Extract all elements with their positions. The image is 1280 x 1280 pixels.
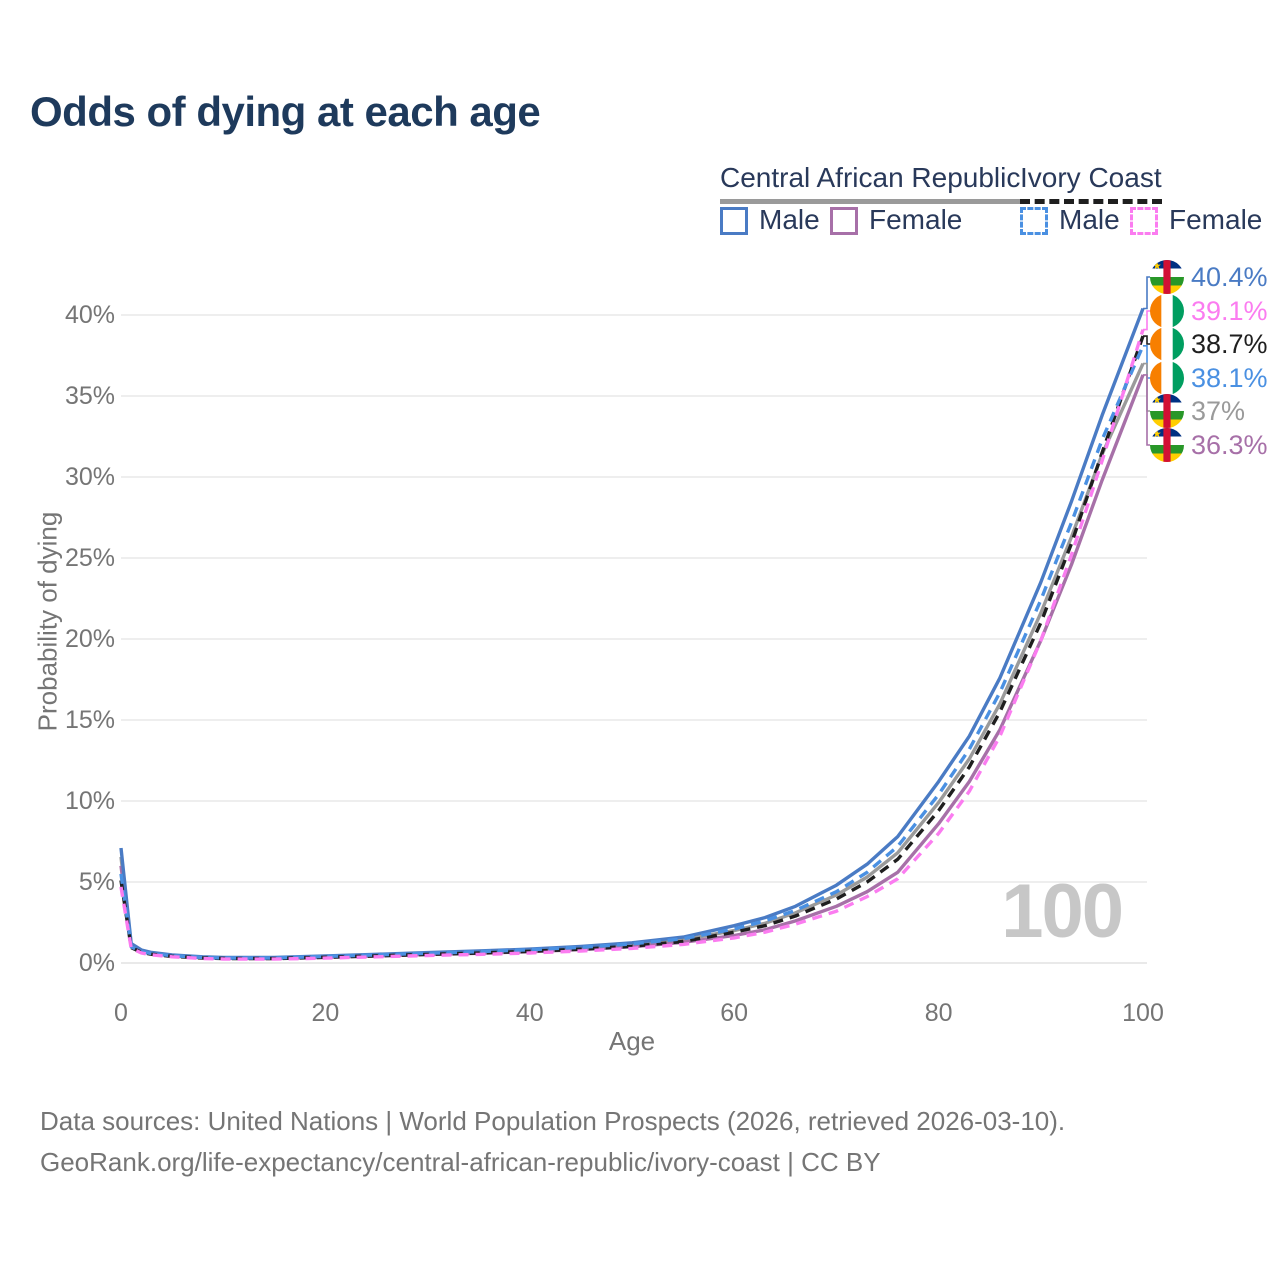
legend-swatch-ivory-coast-male-icon[interactable] — [1020, 207, 1048, 235]
y-tick-label: 25% — [64, 544, 115, 572]
end-label-row-car_male: 40.4% — [1150, 260, 1268, 294]
y-tick-label: 10% — [64, 787, 115, 815]
end-label-connector-ic_all — [1143, 335, 1151, 345]
legend-label-car-female[interactable]: Female — [869, 204, 963, 235]
y-tick-label: 5% — [78, 868, 115, 896]
end-label-value: 38.1% — [1191, 362, 1268, 393]
series-line-car_all — [119, 362, 1145, 960]
x-tick-label: 40 — [515, 999, 544, 1027]
y-tick-label: 15% — [64, 706, 115, 734]
x-tick-label: 20 — [311, 999, 340, 1027]
x-axis-title: Age — [608, 1026, 656, 1056]
legend-swatch-car-male-icon[interactable] — [720, 207, 748, 235]
end-label-connector-car_female — [1143, 374, 1151, 446]
x-tick-label: 0 — [114, 999, 128, 1027]
central-african-republic-flag-icon — [1150, 260, 1184, 294]
legend-group-central-african-republic[interactable]: Central African Republic — [720, 162, 1021, 204]
end-label-row-ic_all: 38.7% — [1150, 327, 1268, 361]
ivory-coast-flag-icon — [1150, 361, 1184, 395]
central-african-republic-flag-icon — [1150, 428, 1184, 462]
legend-swatch-car-female-icon[interactable] — [830, 207, 858, 235]
end-label-connector-car_male — [1143, 276, 1151, 310]
end-label-connector-ic_male — [1143, 345, 1151, 379]
end-label-value: 37% — [1191, 395, 1246, 426]
end-label-connector-ic_female — [1143, 310, 1151, 331]
legend-swatch-ivory-coast-female-icon[interactable] — [1130, 207, 1158, 235]
central-african-republic-flag-icon — [1150, 394, 1184, 428]
series-line-ic_all — [119, 335, 1145, 961]
legend-label-ivory-coast-female[interactable]: Female — [1169, 204, 1263, 235]
legend-group-ivory-coast[interactable]: Ivory Coast — [1020, 162, 1162, 204]
end-label-row-car_all: 37% — [1150, 394, 1245, 428]
ivory-coast-flag-icon — [1150, 294, 1184, 328]
end-label-value: 39.1% — [1191, 295, 1268, 326]
end-label-row-ic_female: 39.1% — [1150, 294, 1268, 328]
legend-label-car-male[interactable]: Male — [759, 204, 820, 235]
y-tick-label: 35% — [64, 382, 115, 410]
series-line-car_female — [119, 374, 1145, 961]
end-label-value: 40.4% — [1191, 261, 1268, 292]
x-tick-label: 60 — [720, 999, 749, 1027]
age-watermark: 100 — [1001, 869, 1124, 954]
ivory-coast-flag-icon — [1150, 327, 1184, 361]
y-tick-label: 0% — [78, 949, 115, 977]
page-title: Odds of dying at each age — [30, 88, 541, 135]
series-line-ic_female — [119, 329, 1145, 961]
end-label-value: 38.7% — [1191, 328, 1268, 359]
footer-data-sources: Data sources: United Nations | World Pop… — [40, 1106, 1066, 1136]
y-tick-label: 40% — [64, 301, 115, 329]
series-line-ic_male — [119, 345, 1145, 960]
x-tick-label: 100 — [1122, 999, 1164, 1027]
y-tick-label: 30% — [64, 463, 115, 491]
series-line-car_male — [119, 307, 1145, 960]
y-tick-label: 20% — [64, 625, 115, 653]
x-tick-label: 80 — [924, 999, 953, 1027]
end-label-row-ic_male: 38.1% — [1150, 361, 1268, 395]
legend-label-ivory-coast-male[interactable]: Male — [1059, 204, 1120, 235]
end-label-value: 36.3% — [1191, 429, 1268, 460]
end-label-row-car_female: 36.3% — [1150, 428, 1268, 462]
footer-attribution-url: GeoRank.org/life-expectancy/central-afri… — [40, 1147, 881, 1177]
